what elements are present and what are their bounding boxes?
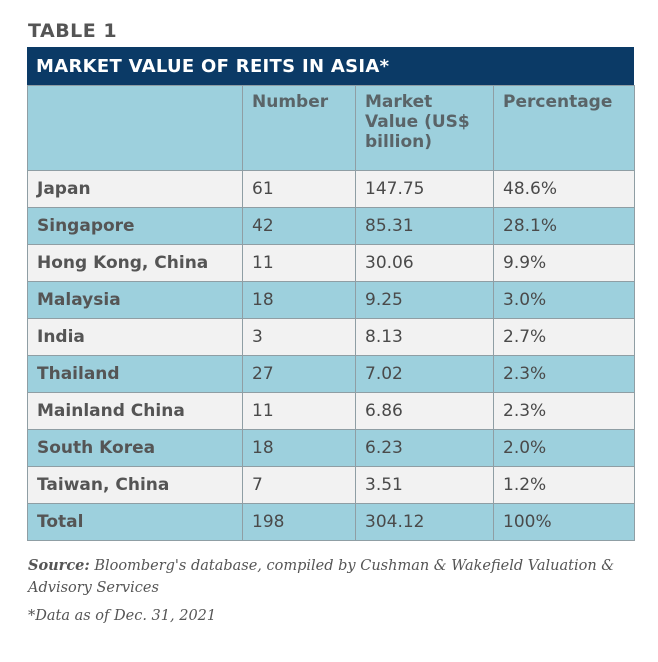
reits-table: MARKET VALUE OF REITS IN ASIA* Number Ma… [27,47,635,541]
table-cell: 198 [242,503,356,541]
header-cell: Percentage [493,85,635,171]
row-label: Mainland China [27,392,243,430]
table-row: Singapore 42 85.31 28.1% [27,207,635,245]
table-cell: 28.1% [493,207,635,245]
table-row: India 3 8.13 2.7% [27,318,635,356]
table-cell: 7.02 [355,355,494,393]
table-cell: 100% [493,503,635,541]
table-cell: 11 [242,392,356,430]
table-row: Thailand 27 7.02 2.3% [27,355,635,393]
table-cell: 6.86 [355,392,494,430]
table-cell: 42 [242,207,356,245]
table-cell: 18 [242,281,356,319]
table-cell: 2.0% [493,429,635,467]
row-label: Hong Kong, China [27,244,243,282]
table-cell: 3 [242,318,356,356]
table-cell: 147.75 [355,170,494,208]
header-cell [27,85,243,171]
row-label: India [27,318,243,356]
row-label: South Korea [27,429,243,467]
row-label: Japan [27,170,243,208]
row-label: Malaysia [27,281,243,319]
header-cell: Number [242,85,356,171]
table-cell: 7 [242,466,356,504]
source-text: Bloomberg's database, compiled by Cushma… [28,558,615,596]
table-label: TABLE 1 [28,20,118,42]
table-cell: 1.2% [493,466,635,504]
table-cell: 48.6% [493,170,635,208]
header-row: Number Market Value (US$ billion) Percen… [27,85,635,171]
table-cell: 8.13 [355,318,494,356]
table-cell: 2.7% [493,318,635,356]
table-row: South Korea 18 6.23 2.0% [27,429,635,467]
table-cell: 27 [242,355,356,393]
table-row: Mainland China 11 6.86 2.3% [27,392,635,430]
row-label: Singapore [27,207,243,245]
data-table: Number Market Value (US$ billion) Percen… [27,85,635,541]
table-row: Taiwan, China 7 3.51 1.2% [27,466,635,504]
table-cell: 9.9% [493,244,635,282]
source-note: Source: Bloomberg's database, compiled b… [28,555,638,599]
table-cell: 61 [242,170,356,208]
table-cell: 30.06 [355,244,494,282]
table-title: MARKET VALUE OF REITS IN ASIA* [27,47,634,85]
table-row: Hong Kong, China 11 30.06 9.9% [27,244,635,282]
source-label: Source: [28,557,90,574]
table-cell: 85.31 [355,207,494,245]
row-label: Thailand [27,355,243,393]
header-cell: Market Value (US$ billion) [355,85,494,171]
table-row: Total 198 304.12 100% [27,503,635,541]
footnote: *Data as of Dec. 31, 2021 [28,608,217,624]
row-label: Taiwan, China [27,466,243,504]
table-cell: 18 [242,429,356,467]
table-cell: 304.12 [355,503,494,541]
table-cell: 6.23 [355,429,494,467]
table-cell: 2.3% [493,355,635,393]
table-cell: 2.3% [493,392,635,430]
table-cell: 3.0% [493,281,635,319]
table-cell: 11 [242,244,356,282]
row-label: Total [27,503,243,541]
table-cell: 9.25 [355,281,494,319]
table-row: Japan 61 147.75 48.6% [27,170,635,208]
table-cell: 3.51 [355,466,494,504]
table-row: Malaysia 18 9.25 3.0% [27,281,635,319]
